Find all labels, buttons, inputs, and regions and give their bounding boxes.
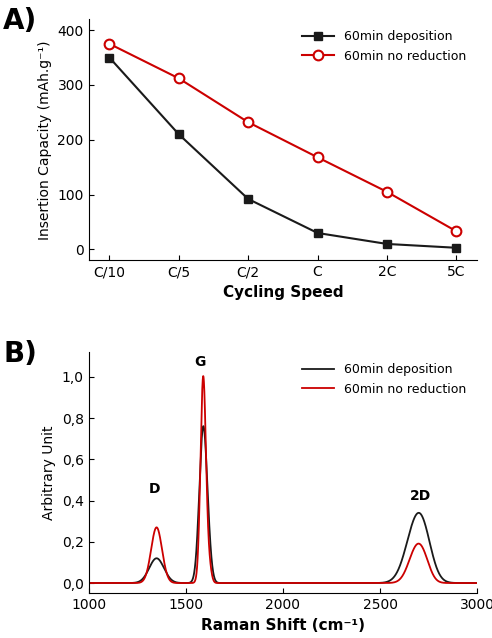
60min deposition bbox=[86, 579, 92, 587]
Text: A): A) bbox=[3, 7, 37, 35]
X-axis label: Cycling Speed: Cycling Speed bbox=[222, 285, 343, 300]
Text: B): B) bbox=[3, 340, 37, 368]
Y-axis label: Arbitrary Unit: Arbitrary Unit bbox=[42, 426, 56, 520]
60min deposition bbox=[260, 579, 266, 587]
60min no reduction bbox=[315, 154, 321, 161]
60min no reduction bbox=[333, 579, 338, 587]
60min no reduction bbox=[374, 579, 380, 587]
Text: G: G bbox=[195, 355, 206, 369]
Line: 60min deposition: 60min deposition bbox=[105, 54, 461, 252]
Text: 2D: 2D bbox=[410, 489, 431, 503]
60min deposition bbox=[374, 579, 380, 587]
60min deposition bbox=[316, 579, 322, 587]
60min no reduction bbox=[245, 119, 251, 126]
60min deposition bbox=[384, 240, 390, 248]
Line: 60min no reduction: 60min no reduction bbox=[89, 376, 477, 583]
60min deposition bbox=[454, 244, 460, 251]
60min deposition bbox=[105, 579, 111, 587]
60min deposition bbox=[333, 579, 338, 587]
60min deposition bbox=[395, 567, 400, 575]
60min no reduction bbox=[474, 579, 480, 587]
60min deposition bbox=[226, 579, 232, 587]
60min deposition bbox=[176, 130, 182, 138]
60min no reduction bbox=[176, 75, 182, 82]
Legend: 60min deposition, 60min no reduction: 60min deposition, 60min no reduction bbox=[298, 359, 471, 401]
60min no reduction bbox=[86, 579, 92, 587]
60min no reduction bbox=[395, 577, 400, 585]
60min no reduction bbox=[200, 372, 206, 380]
60min deposition bbox=[200, 422, 206, 430]
60min no reduction bbox=[384, 188, 390, 196]
Y-axis label: Insertion Capacity (mAh.g⁻¹): Insertion Capacity (mAh.g⁻¹) bbox=[38, 40, 52, 239]
Legend: 60min deposition, 60min no reduction: 60min deposition, 60min no reduction bbox=[298, 26, 471, 68]
X-axis label: Raman Shift (cm⁻¹): Raman Shift (cm⁻¹) bbox=[201, 618, 365, 633]
60min no reduction bbox=[316, 579, 322, 587]
60min deposition bbox=[245, 195, 251, 203]
Line: 60min deposition: 60min deposition bbox=[89, 426, 477, 583]
Line: 60min no reduction: 60min no reduction bbox=[104, 39, 461, 236]
60min no reduction bbox=[258, 579, 264, 587]
60min no reduction bbox=[454, 228, 460, 235]
60min no reduction bbox=[226, 579, 232, 587]
60min no reduction bbox=[106, 40, 112, 48]
60min deposition bbox=[474, 579, 480, 587]
60min no reduction bbox=[105, 579, 111, 587]
60min deposition bbox=[315, 229, 321, 237]
60min deposition bbox=[106, 54, 112, 61]
Text: D: D bbox=[149, 482, 160, 496]
